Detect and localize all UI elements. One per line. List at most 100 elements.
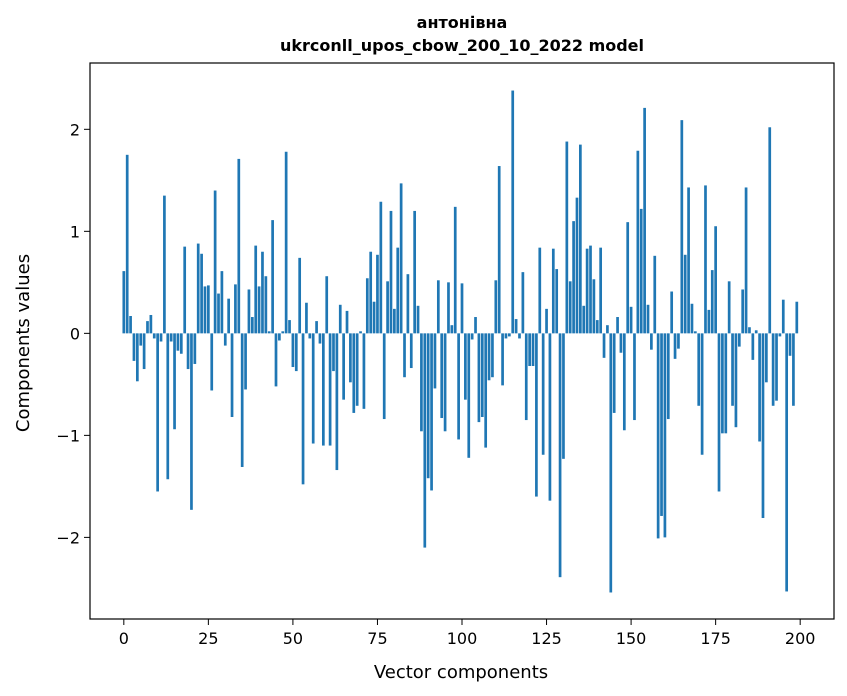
bar-70 [359, 331, 362, 334]
bar-96 [447, 282, 450, 334]
bar-47 [281, 331, 285, 334]
bar-15 [173, 333, 176, 430]
bar-165 [680, 120, 684, 334]
bar-191 [768, 127, 772, 334]
bar-94 [440, 333, 444, 419]
bar-145 [612, 333, 616, 413]
bar-38 [250, 317, 254, 334]
bar-136 [582, 305, 586, 334]
bar-57 [315, 321, 318, 334]
bar-144 [609, 333, 613, 593]
bar-115 [511, 90, 515, 334]
x-tick-label: 0 [119, 629, 129, 648]
chart-title-line-1: антонівна [417, 13, 508, 32]
bar-153 [639, 208, 643, 334]
y-axis-label: Components values [13, 254, 34, 432]
bar-51 [294, 333, 298, 372]
bar-45 [274, 333, 278, 387]
bar-37 [247, 289, 251, 334]
bar-126 [548, 333, 552, 501]
bar-36 [244, 333, 247, 390]
bar-114 [507, 333, 511, 337]
chart-title-line-2: ukrconll_upos_cbow_200_10_2022 model [280, 36, 644, 55]
bar-97 [450, 325, 454, 334]
bar-192 [771, 333, 775, 406]
bar-56 [311, 333, 315, 444]
bar-131 [565, 141, 569, 334]
x-tick-label: 200 [785, 629, 816, 648]
bar-125 [545, 308, 548, 334]
bar-120 [528, 333, 531, 366]
bar-11 [159, 333, 163, 342]
bar-33 [234, 284, 237, 334]
bar-4 [135, 333, 139, 382]
bar-166 [683, 254, 687, 334]
bar-146 [616, 317, 619, 334]
bar-160 [663, 333, 667, 538]
bar-173 [707, 309, 711, 334]
bar-137 [585, 248, 589, 334]
bar-89 [423, 333, 427, 548]
bar-87 [416, 305, 420, 334]
bar-31 [227, 298, 231, 334]
bar-134 [575, 197, 579, 334]
bar-180 [731, 333, 734, 406]
bar-190 [765, 333, 768, 383]
bar-167 [687, 187, 690, 334]
bar-119 [524, 333, 528, 421]
bar-9 [152, 333, 156, 339]
plot-frame [89, 62, 835, 620]
bar-172 [704, 185, 707, 334]
bar-189 [761, 333, 765, 519]
bar-53 [301, 333, 305, 485]
bar-71 [362, 333, 366, 409]
bar-90 [426, 333, 430, 479]
bar-84 [406, 274, 410, 334]
bar-99 [457, 333, 460, 440]
bar-62 [332, 333, 335, 372]
bar-186 [751, 333, 755, 360]
bar-157 [653, 255, 657, 334]
bar-138 [589, 245, 592, 334]
bar-27 [213, 190, 217, 334]
bar-42 [264, 276, 268, 334]
bar-194 [778, 333, 782, 337]
bar-128 [555, 269, 559, 334]
bar-103 [470, 333, 474, 340]
bar-110 [494, 280, 498, 334]
bars-group [122, 90, 799, 593]
bar-43 [267, 331, 271, 334]
bar-177 [721, 333, 724, 434]
bar-151 [633, 333, 636, 421]
bar-83 [403, 333, 406, 378]
bar-69 [355, 333, 359, 406]
y-tick-label: 0 [70, 324, 80, 343]
bar-143 [606, 325, 609, 334]
bar-181 [734, 333, 738, 428]
bar-112 [501, 333, 504, 386]
x-tick-label: 25 [198, 629, 218, 648]
bar-164 [677, 333, 680, 349]
bar-184 [744, 187, 748, 334]
bar-182 [737, 333, 741, 347]
bar-61 [328, 333, 332, 446]
x-tick-label: 50 [283, 629, 303, 648]
bar-154 [643, 107, 646, 334]
bar-88 [420, 333, 423, 432]
bar-123 [538, 247, 542, 334]
bar-25 [207, 285, 210, 334]
bar-74 [372, 301, 376, 334]
bar-63 [335, 333, 339, 471]
bar-116 [514, 319, 518, 334]
bar-10 [156, 333, 159, 492]
bar-159 [660, 333, 663, 516]
bar-185 [748, 327, 751, 334]
bar-161 [666, 333, 670, 420]
bar-139 [592, 279, 596, 334]
bar-81 [396, 247, 400, 334]
x-tick-label: 125 [531, 629, 562, 648]
bar-95 [443, 333, 447, 432]
bar-178 [724, 333, 728, 434]
bar-21 [193, 333, 197, 364]
bar-54 [305, 302, 308, 334]
